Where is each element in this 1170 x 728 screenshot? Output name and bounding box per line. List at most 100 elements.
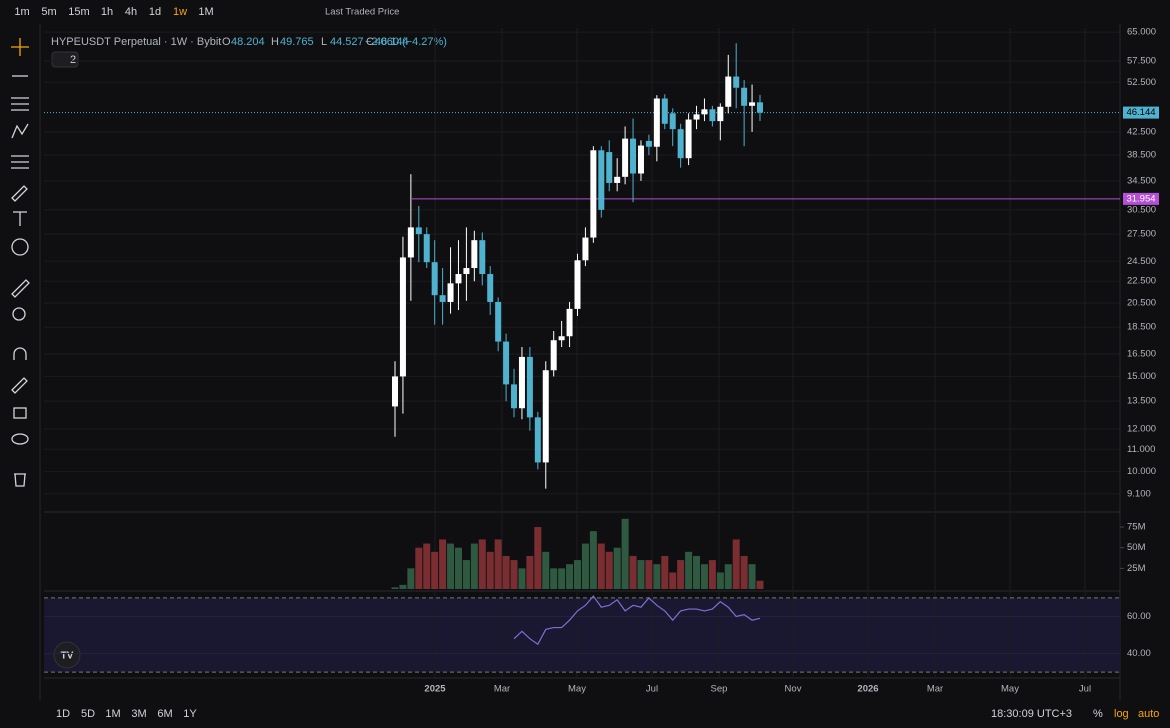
y-tick-label: 52.500 (1127, 77, 1156, 88)
symbol: HYPEUSDT Perpetual · 1W · Bybit (51, 36, 221, 48)
ohlc-letter: C (366, 36, 374, 48)
magnet-tool[interactable] (13, 347, 27, 360)
interval[interactable]: 15m (68, 6, 89, 18)
candle-body (534, 417, 541, 463)
volume-bar (470, 543, 478, 589)
ohlc-letter: O (222, 36, 231, 48)
candle-body (693, 114, 700, 120)
volume-bar (447, 543, 455, 589)
range-button[interactable]: 5D (81, 708, 95, 720)
indicator-count[interactable]: 2 (70, 54, 76, 66)
y-tick-label: 42.500 (1127, 126, 1156, 137)
svg-text:TV: TV (61, 651, 74, 662)
left-tools[interactable] (11, 38, 30, 487)
candle-body (630, 138, 637, 174)
level-label: 31.954 (1126, 193, 1155, 204)
interval[interactable]: 4h (125, 6, 137, 18)
lock-tool[interactable] (13, 407, 27, 419)
candle-body (487, 274, 494, 302)
y-tick-label: 30.500 (1127, 204, 1156, 215)
pattern-tool[interactable] (11, 123, 29, 139)
y-tick-label: 57.500 (1127, 55, 1156, 66)
zoom-tool[interactable] (12, 307, 26, 321)
candle-body (518, 356, 525, 409)
candle-body (757, 102, 763, 113)
candle-body (582, 237, 589, 261)
emoji-tool[interactable] (11, 238, 29, 256)
x-tick-label: May (568, 684, 586, 695)
range-button[interactable]: 1M (105, 708, 120, 720)
log-toggle[interactable]: log (1114, 708, 1129, 720)
clock: 18:30:09 UTC+3 (991, 708, 1072, 720)
volume-bar (621, 518, 629, 589)
candle-body (661, 98, 668, 124)
channel-tool[interactable] (11, 97, 29, 111)
volume-bar (391, 587, 399, 589)
volume-bar (574, 560, 581, 589)
range-button[interactable]: 1D (56, 708, 70, 720)
ohlc-value: 48.204 (231, 36, 265, 48)
volume-bar (526, 555, 534, 589)
tv-logo: TV (53, 641, 81, 669)
range-button[interactable]: 3M (131, 708, 146, 720)
x-tick-label: Jul (646, 684, 658, 695)
interval[interactable]: 1m (14, 6, 29, 18)
price-source[interactable]: Last Traded Price (325, 7, 399, 18)
volume-bar (716, 572, 724, 589)
interval[interactable]: 1M (198, 6, 213, 18)
auto-toggle[interactable]: auto (1138, 708, 1159, 720)
last-price-tag (1123, 106, 1159, 119)
ohlc-value: 44.527 (330, 36, 364, 48)
indicator-toggle[interactable] (51, 51, 79, 68)
volume-bar (708, 560, 716, 589)
y-tick-label: 18.500 (1127, 322, 1156, 333)
ruler-tool[interactable] (11, 279, 30, 298)
fib-tool[interactable] (11, 155, 29, 169)
volume-bar (724, 564, 732, 589)
volume-bar (669, 572, 677, 589)
crosshair-tool[interactable] (11, 38, 29, 56)
volume-bar (693, 555, 701, 589)
candle-body (431, 262, 438, 296)
volume-bar (407, 568, 415, 589)
range-button[interactable]: 6M (157, 708, 172, 720)
interval[interactable]: 1d (149, 6, 161, 18)
x-tick-label: Nov (785, 684, 802, 695)
x-tick-label: Sep (711, 684, 728, 695)
interval[interactable]: 5m (41, 6, 56, 18)
candle-body (709, 109, 716, 122)
y-tick-label: 65.000 (1127, 27, 1156, 38)
volume-bar (423, 543, 431, 589)
hide-tool[interactable] (11, 433, 29, 445)
candle-body (542, 370, 549, 463)
rsi-band (44, 598, 1120, 672)
interval[interactable]: 1h (101, 6, 113, 18)
x-tick-label: 2025 (424, 684, 446, 695)
y-tick-label: 15.000 (1127, 371, 1156, 382)
volume-bar (700, 564, 708, 589)
delete-tool[interactable] (14, 473, 26, 487)
text-tool[interactable] (13, 211, 27, 226)
volume-bar (415, 547, 423, 589)
volume-bar (439, 539, 447, 589)
volume-bar (478, 539, 486, 589)
percent-toggle[interactable]: % (1093, 708, 1103, 720)
volume-bar (558, 568, 566, 589)
candle-body (392, 376, 398, 407)
candle-body (741, 87, 748, 106)
rsi-tick-label: 60.00 (1127, 611, 1151, 622)
interval[interactable]: 1w (173, 6, 187, 18)
candle-body (423, 234, 430, 263)
rsi-tick-label: 40.00 (1127, 648, 1151, 659)
volume-bar (685, 551, 693, 589)
volume-tick-label: 25M (1127, 563, 1146, 574)
range-button[interactable]: 1Y (183, 708, 197, 720)
candle-body (415, 227, 422, 235)
candle-body (685, 119, 692, 159)
candle-body (733, 76, 740, 88)
candle-body (463, 268, 470, 275)
lock-draw-tool[interactable] (11, 377, 28, 394)
y-tick-label: 38.500 (1127, 150, 1156, 161)
brush-tool[interactable] (11, 185, 28, 202)
